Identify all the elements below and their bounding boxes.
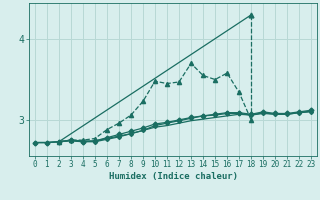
X-axis label: Humidex (Indice chaleur): Humidex (Indice chaleur) [108, 172, 237, 181]
